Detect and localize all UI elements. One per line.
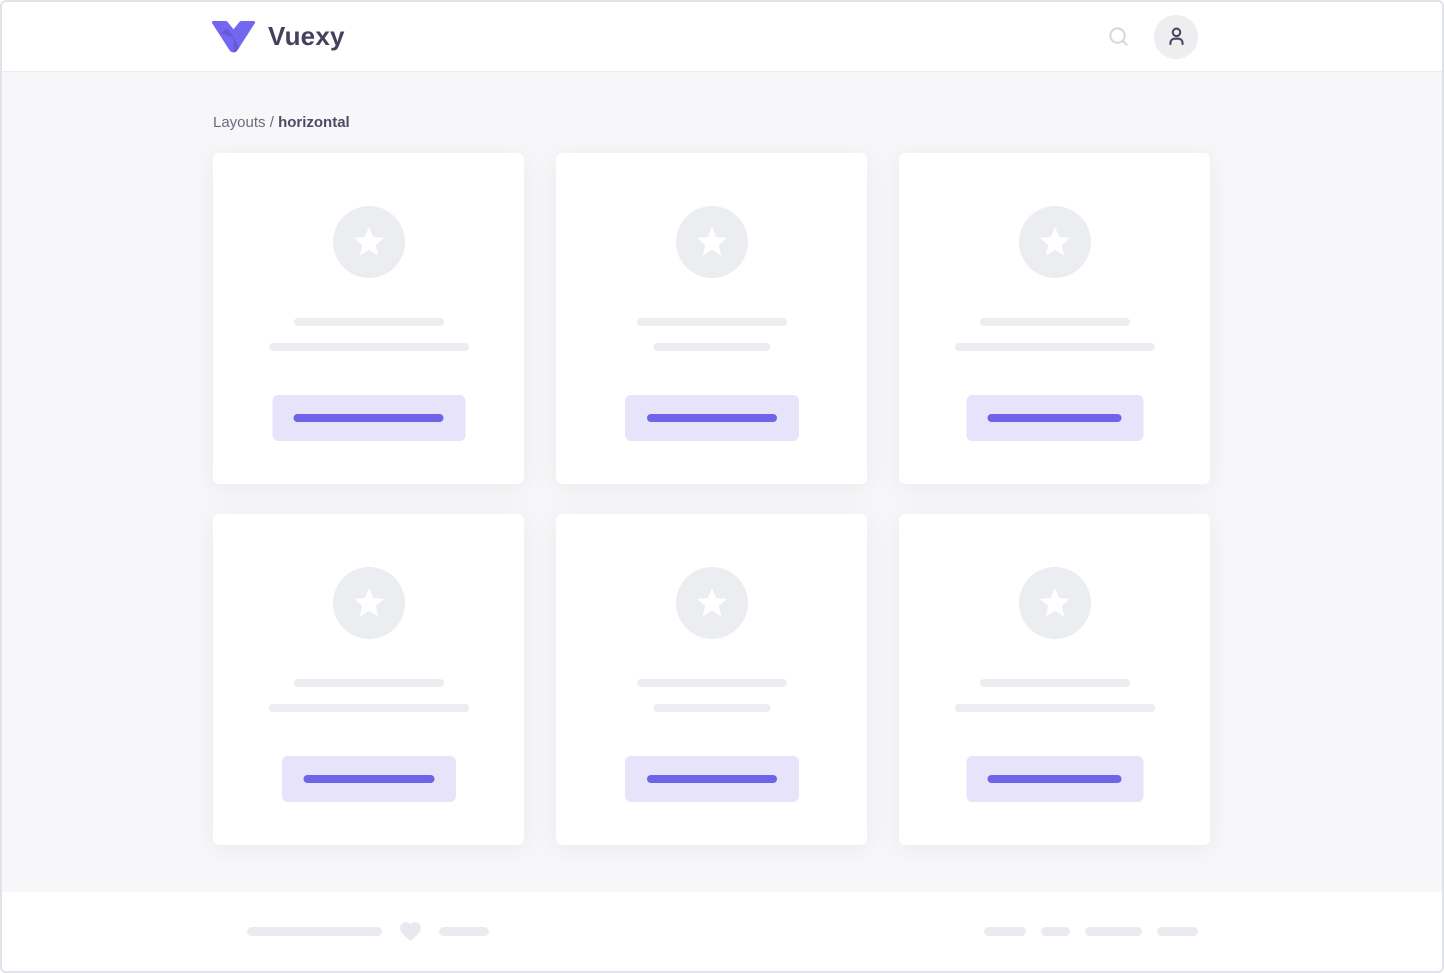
text-placeholder-line-2 bbox=[653, 704, 770, 712]
button-label-placeholder bbox=[987, 775, 1122, 783]
star-icon bbox=[351, 585, 387, 621]
placeholder-card bbox=[556, 153, 867, 484]
image-placeholder bbox=[675, 567, 748, 639]
footer-link-placeholder bbox=[1041, 927, 1070, 936]
breadcrumb: Layouts / horizontal bbox=[213, 114, 1442, 131]
button-placeholder[interactable] bbox=[966, 395, 1143, 441]
image-placeholder bbox=[1018, 567, 1091, 639]
star-icon bbox=[351, 224, 387, 260]
button-placeholder[interactable] bbox=[272, 395, 465, 441]
vuexy-logo-icon bbox=[211, 20, 256, 53]
button-placeholder[interactable] bbox=[281, 756, 456, 802]
navbar-actions bbox=[1107, 14, 1198, 59]
image-placeholder bbox=[332, 567, 405, 639]
footer-text-placeholder bbox=[247, 927, 382, 936]
star-icon bbox=[1037, 224, 1073, 260]
text-placeholder-line-1 bbox=[636, 679, 787, 687]
image-placeholder bbox=[1018, 206, 1091, 278]
user-icon bbox=[1164, 24, 1189, 49]
button-placeholder[interactable] bbox=[624, 756, 799, 802]
text-placeholder-line-1 bbox=[636, 318, 787, 326]
button-label-placeholder bbox=[987, 414, 1122, 422]
text-placeholder-line-1 bbox=[979, 679, 1130, 687]
footer-left-placeholders bbox=[247, 919, 489, 944]
brand-name: Vuexy bbox=[268, 21, 345, 51]
button-label-placeholder bbox=[646, 775, 777, 783]
footer-link-placeholder bbox=[1157, 927, 1198, 936]
content-area: Layouts / horizontal bbox=[2, 72, 1442, 892]
placeholder-card bbox=[213, 514, 524, 845]
footer-text-placeholder bbox=[439, 927, 489, 936]
text-placeholder-line-2 bbox=[954, 343, 1155, 351]
star-icon bbox=[1037, 585, 1073, 621]
text-placeholder-line-2 bbox=[954, 704, 1155, 712]
button-placeholder[interactable] bbox=[966, 756, 1143, 802]
user-avatar[interactable] bbox=[1154, 14, 1198, 59]
button-label-placeholder bbox=[293, 414, 444, 422]
search-icon[interactable] bbox=[1107, 25, 1130, 48]
button-placeholder[interactable] bbox=[624, 395, 799, 441]
brand[interactable]: Vuexy bbox=[211, 20, 345, 53]
placeholder-card bbox=[213, 153, 524, 484]
heart-icon bbox=[397, 919, 424, 944]
card-grid bbox=[213, 153, 1442, 845]
placeholder-card bbox=[556, 514, 867, 845]
text-placeholder-line-1 bbox=[293, 318, 444, 326]
footer-link-placeholder bbox=[984, 927, 1026, 936]
breadcrumb-separator: / bbox=[269, 114, 274, 131]
image-placeholder bbox=[332, 206, 405, 278]
breadcrumb-current: horizontal bbox=[278, 114, 350, 131]
star-icon bbox=[694, 585, 730, 621]
button-label-placeholder bbox=[303, 775, 434, 783]
text-placeholder-line-2 bbox=[268, 704, 469, 712]
footer bbox=[2, 892, 1442, 971]
star-icon bbox=[694, 224, 730, 260]
text-placeholder-line-1 bbox=[979, 318, 1130, 326]
placeholder-card bbox=[899, 153, 1210, 484]
top-navbar: Vuexy bbox=[2, 2, 1442, 72]
footer-link-placeholders bbox=[984, 927, 1198, 936]
text-placeholder-line-1 bbox=[293, 679, 444, 687]
breadcrumb-section[interactable]: Layouts bbox=[213, 114, 266, 131]
text-placeholder-line-2 bbox=[268, 343, 469, 351]
image-placeholder bbox=[675, 206, 748, 278]
text-placeholder-line-2 bbox=[653, 343, 770, 351]
placeholder-card bbox=[899, 514, 1210, 845]
footer-link-placeholder bbox=[1085, 927, 1142, 936]
button-label-placeholder bbox=[646, 414, 777, 422]
